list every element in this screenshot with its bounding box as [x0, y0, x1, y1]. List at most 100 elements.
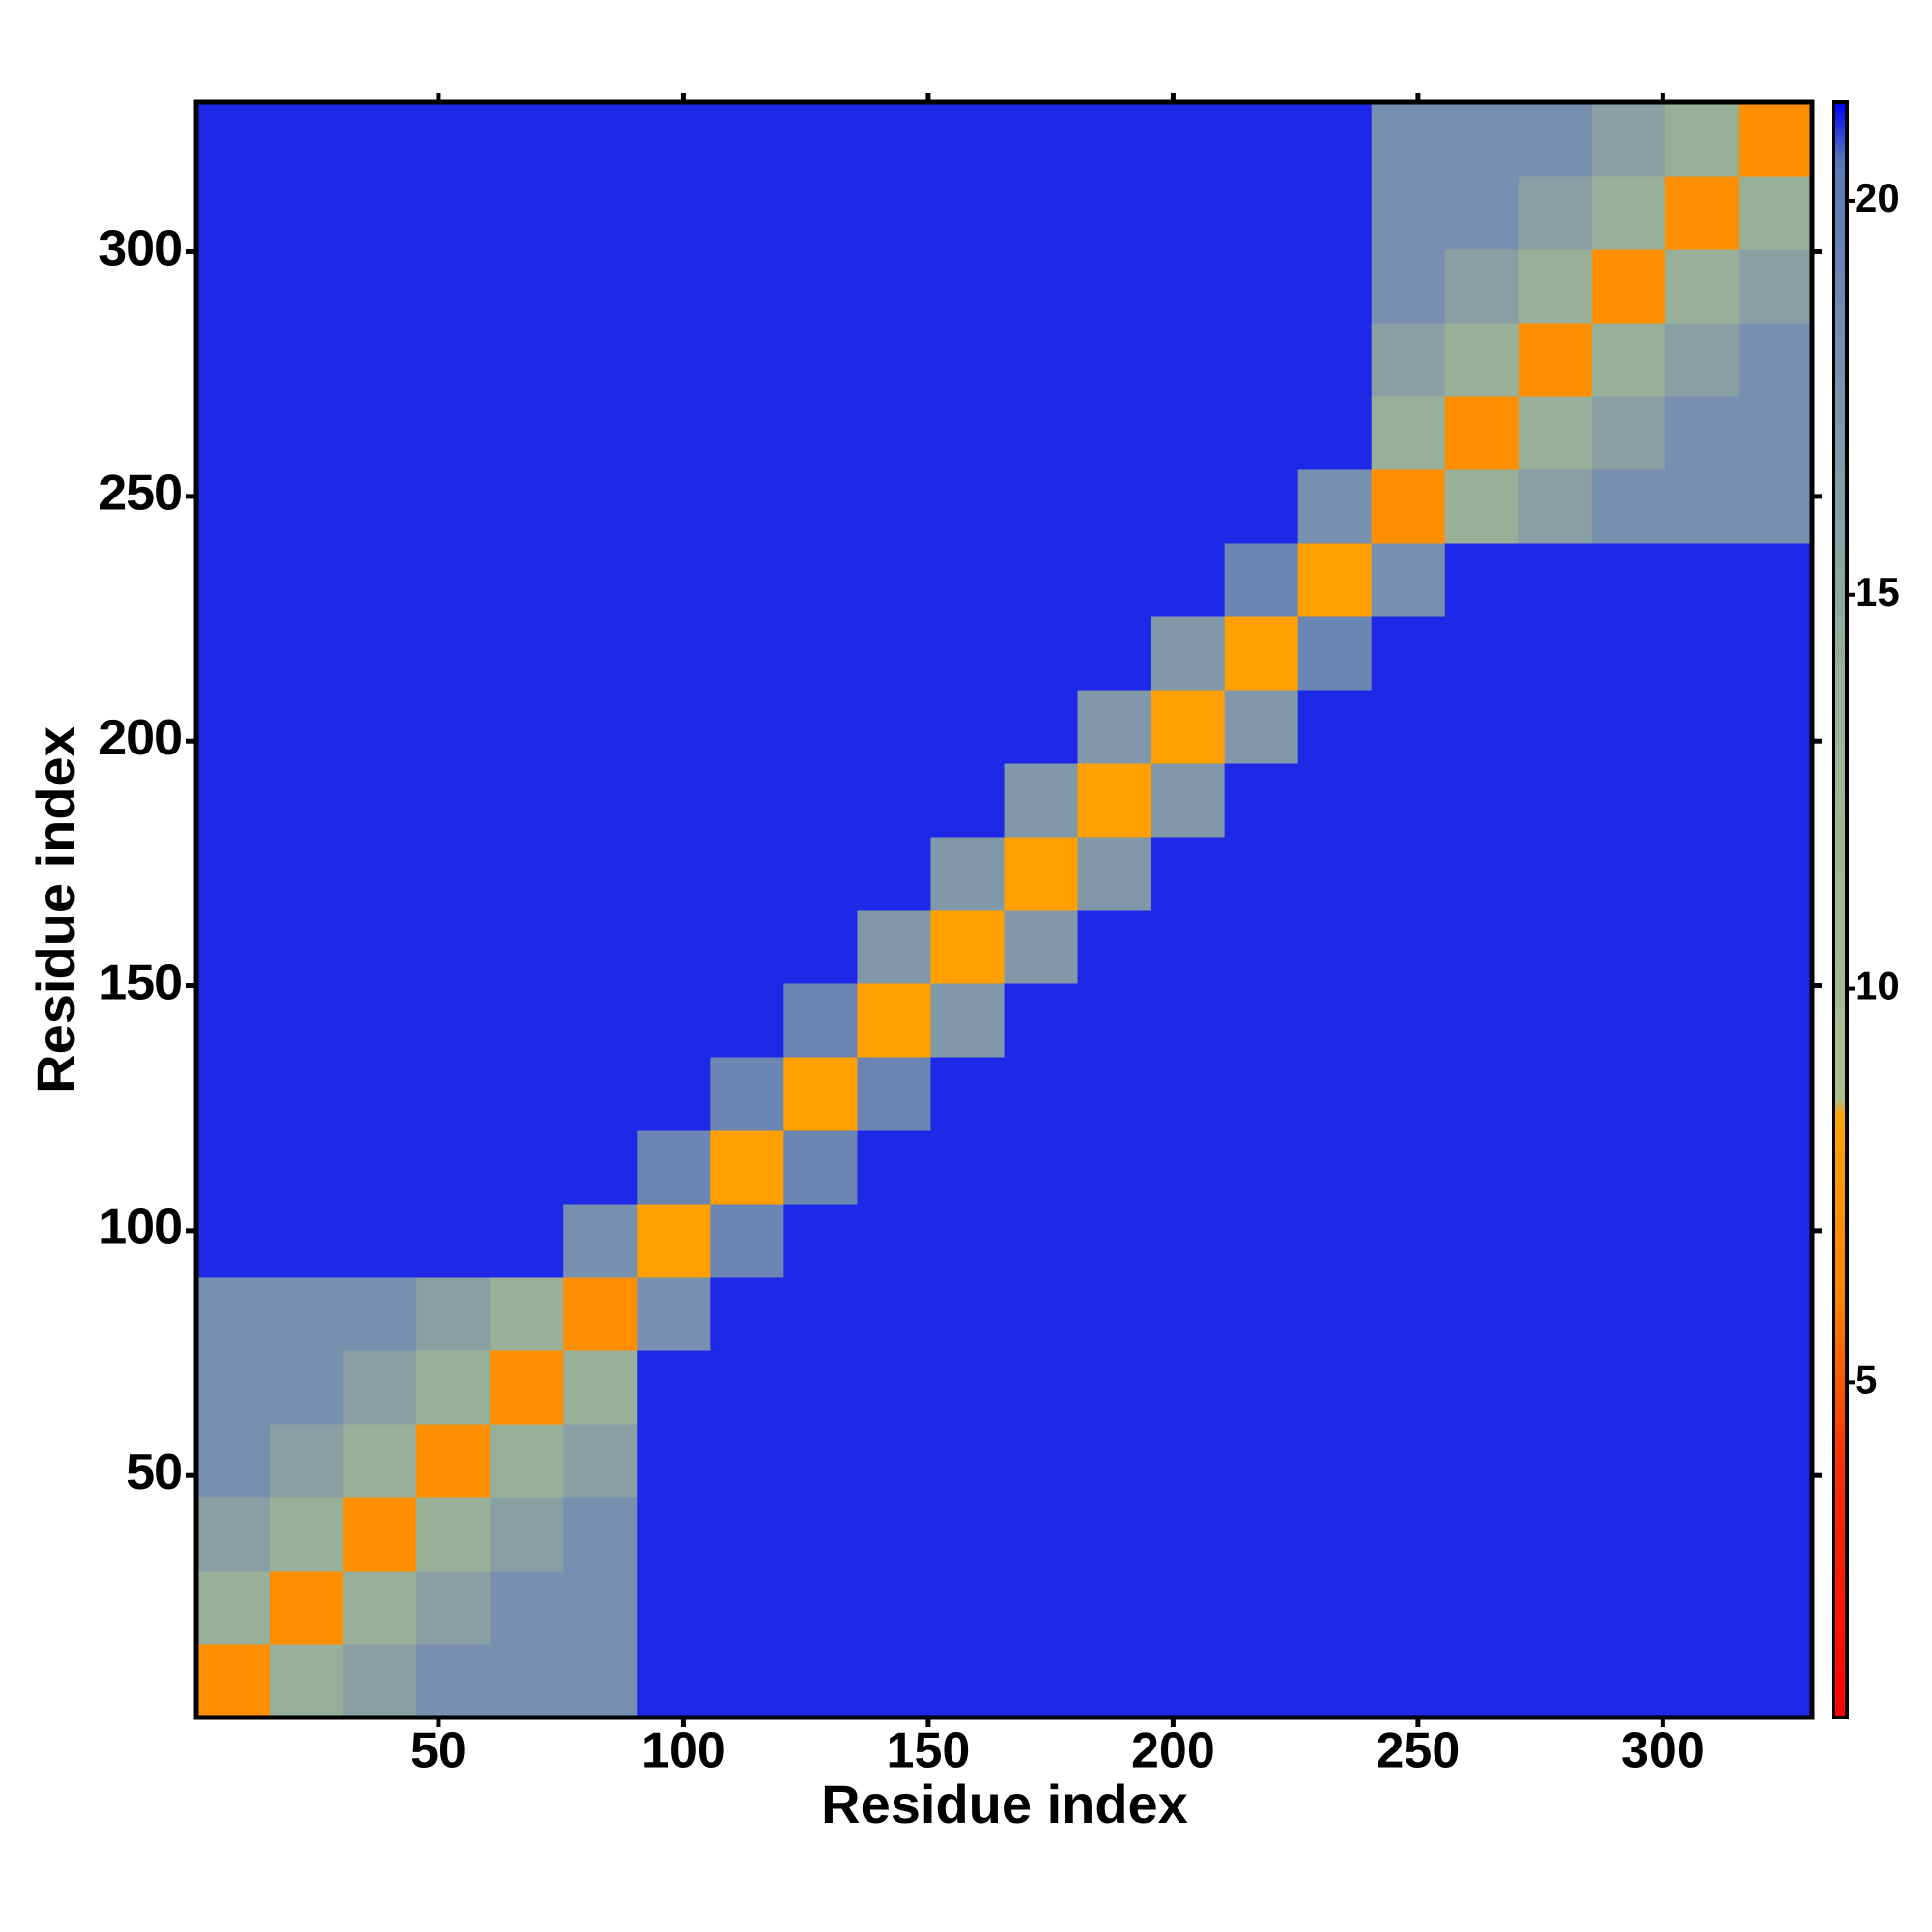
heatmap-cell [196, 1130, 270, 1205]
heatmap-cell [270, 1057, 344, 1131]
heatmap-cell [343, 1057, 417, 1131]
heatmap-cell [1444, 543, 1520, 617]
heatmap-cell [1591, 1644, 1666, 1719]
heatmap-cell [857, 1497, 931, 1572]
heatmap-cell [1664, 1130, 1740, 1205]
heatmap-cell [930, 1277, 1005, 1351]
heatmap-cell [1371, 1497, 1446, 1572]
heatmap-cell [1004, 1571, 1079, 1645]
heatmap-cell [1224, 396, 1299, 470]
heatmap-cell [1077, 1424, 1152, 1498]
heatmap-cell [416, 176, 491, 250]
heatmap-cell [1004, 469, 1079, 544]
heatmap-cell [857, 616, 931, 691]
heatmap-cell [1297, 396, 1373, 470]
heatmap-cell [490, 1571, 564, 1645]
heatmap-cell [1371, 763, 1446, 838]
heatmap-cell [490, 983, 564, 1058]
heatmap-cell [637, 1130, 711, 1205]
heatmap-cell [1151, 102, 1226, 177]
heatmap-cell [196, 837, 270, 911]
heatmap-cell [1518, 1571, 1593, 1645]
heatmap-cell [1738, 1130, 1813, 1205]
y-tick-label: 250 [99, 466, 183, 522]
heatmap-cell [1738, 469, 1813, 544]
heatmap-cell [270, 1204, 344, 1278]
heatmap-cell [1224, 1204, 1299, 1278]
heatmap-cell [563, 1350, 638, 1425]
heatmap-cell [1518, 1497, 1593, 1572]
heatmap-cell [1738, 1497, 1813, 1572]
heatmap-cell [343, 543, 417, 617]
heatmap-cell [637, 543, 711, 617]
heatmap-cell [1151, 1204, 1226, 1278]
heatmap-cell [490, 543, 564, 617]
heatmap-cell [196, 1057, 270, 1131]
heatmap-cell [637, 1571, 711, 1645]
heatmap-cell [857, 1571, 931, 1645]
heatmap-cell [563, 1204, 638, 1278]
heatmap-cell [1224, 102, 1299, 177]
heatmap-cell [710, 910, 784, 984]
heatmap-cell [1591, 1571, 1666, 1645]
heatmap-cell [1664, 176, 1740, 250]
heatmap-cell [710, 323, 784, 397]
heatmap-cell [710, 1204, 784, 1278]
heatmap-cell [1664, 102, 1740, 177]
heatmap-cell [710, 543, 784, 617]
heatmap-cell [783, 102, 858, 177]
heatmap-cell [1664, 1350, 1740, 1425]
heatmap-cell [637, 469, 711, 544]
heatmap-cell [270, 1350, 344, 1425]
x-tick-label: 100 [641, 1723, 725, 1779]
heatmap-cell [1371, 616, 1446, 691]
heatmap-cell [1591, 1497, 1666, 1572]
heatmap-cell [930, 176, 1005, 250]
heatmap-cell [1297, 1277, 1373, 1351]
heatmap-cell [1224, 837, 1299, 911]
heatmap-cell [1077, 1350, 1152, 1425]
heatmap-cell [1004, 1277, 1079, 1351]
heatmap-cell [1591, 176, 1666, 250]
heatmap-cell [637, 837, 711, 911]
heatmap-cell [1297, 323, 1373, 397]
heatmap-cell [637, 1277, 711, 1351]
heatmap-cell [563, 469, 638, 544]
heatmap-cell [1371, 249, 1446, 324]
heatmap-cell [1518, 543, 1593, 617]
heatmap-cell [1371, 469, 1446, 544]
heatmap-cell [1004, 176, 1079, 250]
heatmap-cell [1004, 396, 1079, 470]
heatmap-cell [1518, 396, 1593, 470]
colorbar-tick-label: 5 [1855, 1356, 1877, 1402]
heatmap-cell [1444, 102, 1520, 177]
heatmap-cell [930, 837, 1005, 911]
heatmap-cell [1444, 1057, 1520, 1131]
heatmap-cell [783, 616, 858, 691]
heatmap-cell [416, 910, 491, 984]
heatmap-cell [1664, 763, 1740, 838]
heatmap-cell [1077, 469, 1152, 544]
heatmap-cell [637, 616, 711, 691]
heatmap-cell [1664, 983, 1740, 1058]
heatmap-cell [416, 1130, 491, 1205]
heatmap-cell [343, 1424, 417, 1498]
heatmap-cell [1738, 1057, 1813, 1131]
heatmap-cell [1371, 1204, 1446, 1278]
heatmap-cell [1444, 1497, 1520, 1572]
heatmap-cell [1591, 1057, 1666, 1131]
heatmap-cell [1151, 1057, 1226, 1131]
heatmap-cell [416, 837, 491, 911]
heatmap-cell [1297, 763, 1373, 838]
heatmap-cell [343, 102, 417, 177]
heatmap-cell [490, 763, 564, 838]
heatmap-cell [416, 763, 491, 838]
heatmap-cell [710, 1424, 784, 1498]
y-tick-label: 50 [127, 1444, 183, 1500]
heatmap-cell [1591, 396, 1666, 470]
heatmap-cell [637, 323, 711, 397]
heatmap-cell [1224, 1424, 1299, 1498]
heatmap-cell [416, 1644, 491, 1719]
heatmap-cell [270, 1497, 344, 1572]
heatmap-cell [637, 396, 711, 470]
